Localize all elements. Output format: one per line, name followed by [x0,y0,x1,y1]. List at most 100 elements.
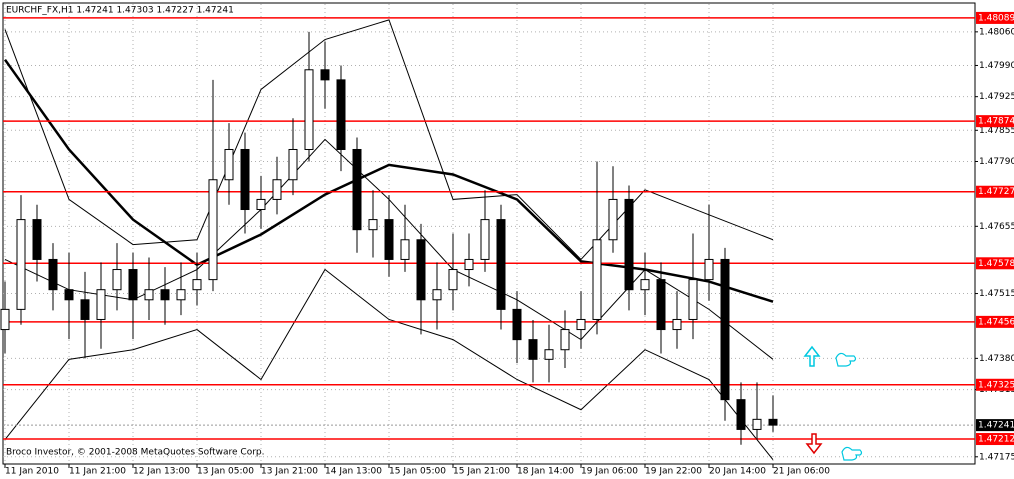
level-label: 1.47578 [978,259,1014,269]
x-tick-label: 19 Jan 06:00 [581,467,638,477]
level-label: 1.47212 [978,435,1014,445]
x-tick-label: 20 Jan 14:00 [709,467,766,477]
candle-body [704,258,714,281]
candle-body [592,239,602,320]
x-tick-label: 15 Jan 21:00 [453,467,510,477]
candle-body [496,219,506,310]
candle-body [672,318,682,331]
candle-body [288,148,298,181]
candle-body [464,258,474,271]
copyright: Broco Investor, © 2001-2008 MetaQuotes S… [6,448,265,458]
x-tick-label: 15 Jan 05:00 [389,467,446,477]
y-tick-label: 1.47855 [979,126,1014,136]
down-arrow [805,433,823,455]
candle-body [176,289,186,301]
candle-body [624,198,634,291]
bollinger-band [4,19,774,261]
levels [3,17,975,440]
candle-body [544,349,554,360]
axes: 1.48060 1.47990 1.47925 1.47855 1.47790 1.476… [4,11,1014,477]
signal-icons [803,345,863,461]
x-tick-label: 19 Jan 22:00 [645,467,702,477]
candle-body [112,269,122,291]
y-tick-label: 1.47655 [979,222,1014,232]
level-label-box [976,185,1014,198]
candle-body [160,289,170,301]
y-tick-label: 1.47380 [979,354,1014,364]
level-label-box [976,378,1014,391]
x-tick-label: 14 Jan 13:00 [325,467,382,477]
x-tick-label: 18 Jan 14:00 [517,467,574,477]
level-label: 1.47456 [978,317,1014,327]
candles [0,31,778,445]
candle-body [16,219,26,310]
chart-title: EURCHF_FX,H1 1.47241 1.47303 1.47227 1.4… [6,6,234,16]
last-price-box [976,419,1014,432]
x-tick-label: 12 Jan 13:00 [133,467,190,477]
candle-body [336,79,346,150]
candle-body [608,198,618,241]
candle-body [208,179,218,281]
level-label: 1.48089 [978,13,1014,23]
x-tick-label: 13 Jan 21:00 [261,467,318,477]
candle-body [144,289,154,301]
y-tick-label: 1.47175 [979,452,1014,462]
y-tick-label: 1.47925 [979,92,1014,102]
y-tick-label: 1.47990 [979,61,1014,71]
candle-body [272,179,282,200]
candle-body [656,279,666,331]
candle-body [192,279,202,291]
x-tick-label: 11 Jan 21:00 [69,467,126,477]
candle-body [480,219,490,260]
y-tick-label: 1.47790 [979,157,1014,167]
candle-body [736,399,746,430]
candle-body [96,289,106,320]
hand-icon [841,446,863,461]
x-tick-label: 13 Jan 05:00 [197,467,254,477]
candle-body [576,318,586,331]
candle-body [528,339,538,360]
candle-body [368,219,378,231]
level-label-box [976,315,1014,328]
level-label: 1.47727 [978,187,1014,197]
candle-body [320,69,330,81]
x-tick-label: 11 Jan 2010 [5,467,59,477]
candle-body [32,219,42,260]
candle-body [720,258,730,401]
candle-body [64,289,74,301]
hand-icon [835,352,857,367]
candle-body [224,148,234,181]
candle-body [416,239,426,301]
candle-body [384,219,394,260]
candle-body [560,329,570,351]
candle-body [688,279,698,320]
y-tick-label: 1.47515 [979,289,1014,299]
level-label: 1.47874 [978,117,1014,127]
level-label-box [976,11,1014,24]
candle-body [768,418,778,426]
x-tick-label: 21 Jan 06:00 [773,467,830,477]
y-tick-label: 1.48060 [979,27,1014,37]
candle-body [304,69,314,150]
level-label-box [976,115,1014,128]
up-arrow [803,345,821,367]
candle-body [256,198,266,211]
level-label: 1.47325 [978,380,1014,390]
candle-body [0,308,10,331]
candle-body [80,299,90,320]
candle-body [640,279,650,291]
candle-body [352,148,362,231]
last-price-label: 1.47241 [978,421,1014,431]
candle-body [512,308,522,341]
candle-body [752,418,762,430]
candle-body [48,258,58,291]
level-label-box [976,433,1014,446]
candle-body [400,239,410,260]
candle-body [128,269,138,301]
candle-body [240,148,250,211]
bollinger-band [4,268,774,460]
candle-body [432,289,442,301]
level-label-box [976,257,1014,270]
candle-body [448,269,458,291]
